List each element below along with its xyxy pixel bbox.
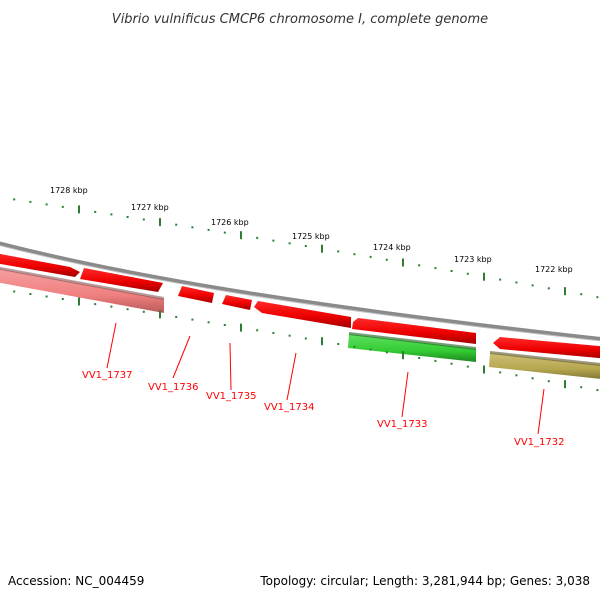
gene-feature-green-edge <box>349 332 476 350</box>
gene-feature-pseudo-edge <box>0 266 164 300</box>
gene-feature[interactable] <box>0 253 80 277</box>
kbp-label: 1726 kbp <box>211 218 249 227</box>
leader-line <box>229 342 232 391</box>
gene-label[interactable]: VV1_1735 <box>206 391 257 402</box>
gene-feature[interactable] <box>254 301 351 328</box>
leader-line <box>172 335 191 379</box>
chromosome-backbone-highlight <box>0 245 600 342</box>
gene-label[interactable]: VV1_1734 <box>264 402 315 413</box>
gene-feature-pseudo[interactable] <box>0 268 164 313</box>
leader-line <box>286 352 297 401</box>
gene-labels: VV1_1737 VV1_1736 VV1_1735 VV1_1734 VV1_… <box>82 370 565 448</box>
leader-line <box>537 388 545 435</box>
gene-label[interactable]: VV1_1733 <box>377 419 428 430</box>
chromosome-backbone <box>0 241 600 341</box>
kbp-label: 1727 kbp <box>131 203 169 212</box>
gene-feature[interactable] <box>80 268 163 292</box>
label-leaders <box>106 322 545 435</box>
accession-text: Accession: NC_004459 <box>8 574 144 588</box>
leader-line <box>106 322 117 369</box>
leader-line <box>401 371 409 418</box>
gene-feature[interactable] <box>178 286 214 303</box>
gene-feature[interactable] <box>493 337 600 359</box>
genome-summary-text: Topology: circular; Length: 3,281,944 bp… <box>259 574 590 588</box>
inner-ruler <box>13 290 599 392</box>
kbp-label: 1725 kbp <box>292 232 330 241</box>
gene-feature-green[interactable] <box>348 334 476 362</box>
gene-label[interactable]: VV1_1736 <box>148 382 199 393</box>
kbp-label: 1722 kbp <box>535 265 573 274</box>
gene-label[interactable]: VV1_1737 <box>82 370 133 381</box>
gene-feature[interactable] <box>352 318 476 344</box>
forward-strand-genes <box>0 253 600 359</box>
kbp-labels: 1728 kbp 1727 kbp 1726 kbp 1725 kbp 1724… <box>50 186 573 274</box>
outer-ruler <box>13 198 599 299</box>
gene-feature-olive[interactable] <box>489 353 600 380</box>
kbp-label: 1728 kbp <box>50 186 88 195</box>
gene-feature-olive-edge <box>490 351 600 366</box>
gene-feature[interactable] <box>222 295 252 310</box>
kbp-label: 1723 kbp <box>454 255 492 264</box>
kbp-label: 1724 kbp <box>373 243 411 252</box>
map-title: Vibrio vulnificus CMCP6 chromosome I, co… <box>112 12 488 27</box>
gene-label[interactable]: VV1_1732 <box>514 437 565 448</box>
